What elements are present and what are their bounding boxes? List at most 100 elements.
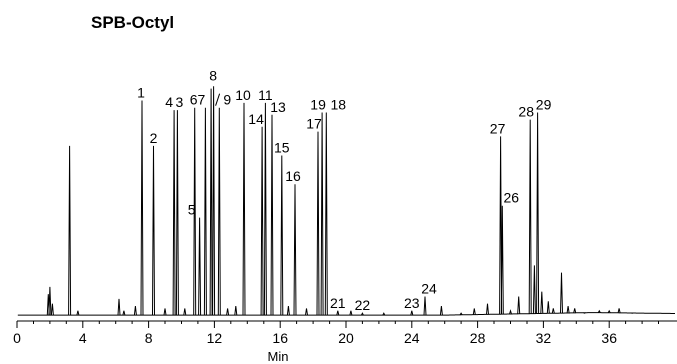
- peak-39: [439, 306, 443, 316]
- peak-9: [152, 145, 155, 316]
- peak-34: [349, 310, 353, 316]
- peak-41: [472, 308, 476, 315]
- peak-label-6: 6: [190, 92, 198, 108]
- peak-36: [382, 312, 386, 316]
- peak-47: [528, 119, 532, 314]
- peak-label-8: 8: [209, 68, 217, 84]
- peak-label-18: 18: [331, 97, 347, 113]
- baseline-trace: [17, 312, 675, 316]
- peak-label-22: 22: [355, 297, 371, 313]
- peak-28: [293, 184, 297, 316]
- peak-3: [68, 145, 72, 316]
- peak-38: [423, 296, 427, 316]
- peak-37: [410, 310, 414, 316]
- x-tick-label-28: 28: [470, 330, 486, 346]
- peak-45: [509, 309, 512, 315]
- peak-54: [566, 306, 570, 314]
- peak-20: [226, 308, 230, 316]
- peak-label-15: 15: [274, 140, 290, 156]
- peak-19: [217, 107, 221, 316]
- peak-23: [260, 126, 264, 316]
- x-tick-label-32: 32: [536, 330, 552, 346]
- peak-27: [286, 306, 290, 316]
- peak-52: [551, 308, 555, 314]
- x-axis-label: Min: [268, 349, 289, 364]
- peak-30: [316, 131, 320, 316]
- peak-label-19: 19: [310, 97, 326, 113]
- peak-label-16: 16: [285, 168, 301, 184]
- x-tick-label-12: 12: [207, 330, 223, 346]
- peak-label-27: 27: [490, 120, 506, 136]
- peak-49: [536, 112, 540, 314]
- peak-label-17: 17: [306, 116, 322, 132]
- peak-59: [617, 308, 621, 314]
- peak-6: [122, 310, 126, 316]
- peak-35: [360, 312, 364, 316]
- peak-29: [305, 308, 308, 316]
- peak-14: [193, 107, 197, 316]
- peak-7: [133, 306, 137, 316]
- peak-10: [163, 308, 167, 316]
- peak-55: [573, 308, 577, 314]
- peak-8: [140, 100, 144, 316]
- peak-label-14: 14: [248, 111, 264, 127]
- peak-17: [209, 88, 213, 316]
- peak-32: [324, 112, 328, 316]
- x-tick-layer: 0 4 8 12 16 20 24 28 32 36: [13, 321, 659, 346]
- peak-label-4: 4: [165, 94, 173, 110]
- x-tick-label-0: 0: [13, 330, 21, 346]
- peak-label-10: 10: [235, 87, 251, 103]
- peak-11: [172, 110, 176, 316]
- peak-57: [597, 309, 601, 313]
- trace-layer: [17, 86, 675, 316]
- peak-label-1: 1: [137, 85, 145, 101]
- peak-58: [607, 309, 611, 313]
- peak-43: [499, 136, 503, 315]
- peak-25: [270, 114, 274, 316]
- peak-1: [48, 286, 52, 316]
- peak-label-26: 26: [504, 190, 520, 206]
- peak-13: [183, 308, 187, 316]
- peak-label-5: 5: [188, 202, 196, 218]
- peak-label-11: 11: [258, 87, 273, 103]
- peak-24: [263, 102, 267, 316]
- x-tick-label-20: 20: [338, 330, 354, 346]
- peak-label-9: 9: [223, 92, 231, 108]
- peak-56: [583, 312, 586, 314]
- peak-44: [500, 205, 504, 315]
- peak-15: [198, 217, 202, 316]
- peak-label-21: 21: [330, 295, 346, 311]
- peak-42: [486, 303, 489, 315]
- peak-18: [212, 86, 216, 316]
- peak-33: [336, 310, 340, 316]
- peak-label-13: 13: [270, 99, 286, 115]
- peak-48: [532, 265, 536, 314]
- peak-51: [546, 301, 550, 314]
- x-tick-label-16: 16: [272, 330, 288, 346]
- peak-53: [560, 272, 563, 314]
- peak-label-3: 3: [176, 94, 184, 110]
- peak-label-separator: [215, 93, 221, 106]
- peak-50: [540, 291, 544, 314]
- x-tick-label-36: 36: [601, 330, 617, 346]
- peak-46: [517, 296, 521, 314]
- peak-22: [242, 102, 246, 316]
- peak-4: [76, 310, 80, 316]
- x-tick-label-4: 4: [79, 330, 87, 346]
- peak-label-28: 28: [518, 104, 534, 120]
- peak-40: [459, 312, 463, 316]
- x-tick-label-8: 8: [145, 330, 153, 346]
- peak-21: [234, 306, 238, 316]
- chart-title: SPB-Octyl: [91, 13, 174, 32]
- peak-16: [203, 107, 207, 316]
- peak-label-23: 23: [404, 295, 420, 311]
- peak-label-7: 7: [198, 92, 206, 108]
- peak-12: [175, 110, 179, 316]
- peak-label-29: 29: [536, 97, 552, 113]
- peak-31: [320, 112, 324, 316]
- x-tick-label-24: 24: [404, 330, 420, 346]
- peak-5: [117, 298, 121, 316]
- peak-2: [50, 303, 54, 316]
